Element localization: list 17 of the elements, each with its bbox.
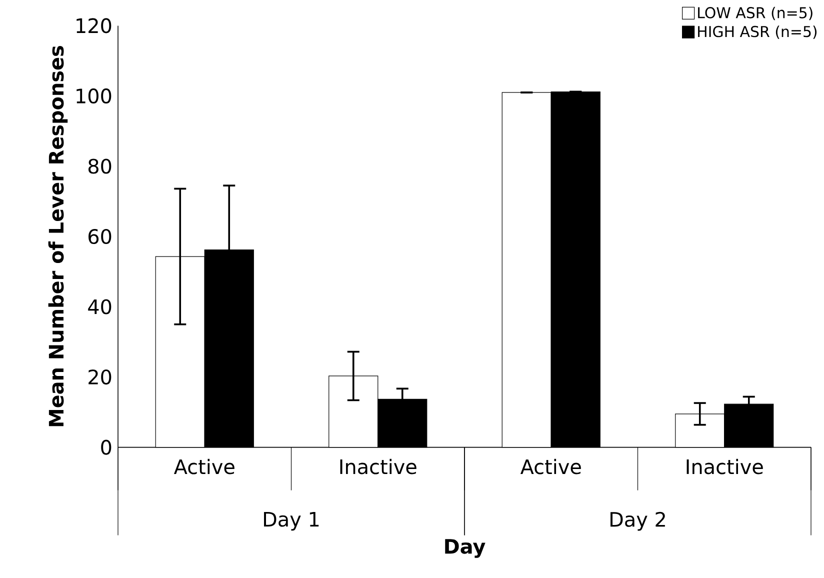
y-tick-label: 60 [88,228,112,244]
x-tick-label: Active [174,458,234,474]
text: Day 1 [264,512,319,531]
x-tick-label: Inactive [340,458,416,474]
legend-label: HIGH ASR (n=5) [698,26,817,39]
y-tick-label: 80 [88,158,112,174]
legend-label: LOW ASR (n=5) [698,6,812,20]
text: Day 2 [610,512,665,531]
y-tick-label: 0 [101,440,112,455]
x-tick-label: Inactive [686,458,763,474]
y-tick-label: 100 [76,88,112,104]
y-axis-title: Mean Number of Lever Responses [48,46,68,426]
x-tick-label: Active [520,458,581,474]
y-tick-label: 20 [88,370,112,385]
y-tick-label: 120 [76,18,112,34]
y-tick-label: 40 [88,299,112,314]
x-axis-title: Day [445,539,486,558]
